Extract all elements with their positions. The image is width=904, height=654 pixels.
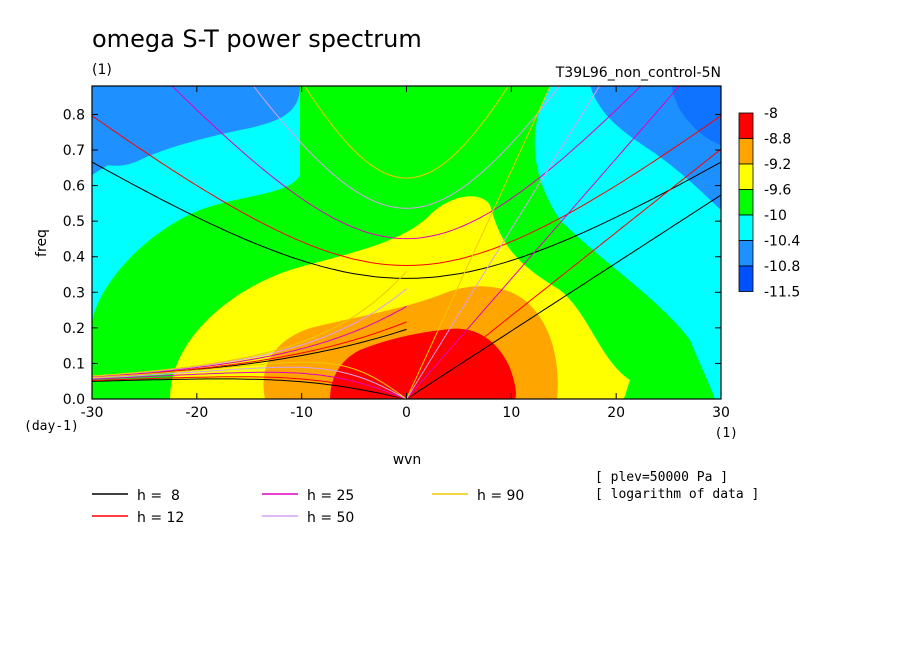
gravity-curve — [92, 161, 721, 279]
rossby-curve — [92, 366, 407, 399]
kelvin-curve — [406, 86, 681, 399]
x-tick-label: 30 — [712, 405, 730, 421]
x-axis-ticks: -30 -20 -10 0 10 20 30 — [81, 86, 730, 421]
colorbar-swatch — [738, 163, 754, 190]
rossby-curve — [92, 371, 407, 399]
rossby-curve — [92, 361, 407, 399]
x-axis-label: wvn — [393, 452, 422, 468]
chart-title: omega S-T power spectrum — [92, 25, 422, 53]
rossby-curve — [92, 376, 407, 399]
y-tick-label: 0.8 — [63, 107, 85, 123]
colorbar-label: -10.8 — [764, 259, 800, 275]
legend-label: h = 12 — [137, 510, 184, 526]
colorbar-label: -9.6 — [764, 183, 791, 199]
mrg-curve — [92, 321, 407, 378]
mrg-curve — [92, 271, 407, 377]
dispersion-curves — [92, 86, 721, 399]
x-tick-label: 0 — [402, 405, 411, 421]
colorbar-label: -11.5 — [764, 285, 800, 301]
y-tick-label: 0.6 — [63, 179, 85, 195]
colorbar-swatch — [738, 240, 754, 267]
colorbar-swatch — [738, 214, 754, 241]
level-band-blue-left — [92, 86, 300, 166]
x-tick-label: -30 — [81, 405, 104, 421]
y-tick-label: 0.3 — [63, 285, 85, 301]
colorbar-label: -8.8 — [764, 132, 791, 148]
mrg-curve — [92, 305, 407, 378]
chart-subtitle-right: T39L96_non_control-5N — [555, 65, 721, 81]
legend-label: h = 8 — [137, 488, 180, 504]
annotation-plev: [ plev=50000 Pa ] — [595, 470, 728, 485]
gravity-curve — [304, 86, 509, 179]
kelvin-curve — [406, 194, 721, 399]
colorbar-label: -10.4 — [764, 234, 800, 250]
legend-label: h = 50 — [307, 510, 354, 526]
kelvin-curve — [406, 148, 721, 399]
gravity-curve — [252, 86, 561, 209]
level-band-blue-right — [615, 86, 721, 185]
y-tick-label: 0.4 — [63, 250, 85, 266]
colorbar-label: -10 — [764, 208, 787, 224]
y-tick-label: 0.2 — [63, 321, 85, 337]
colorbar-swatch — [738, 138, 754, 165]
kelvin-curve — [406, 86, 601, 399]
gravity-curve — [92, 115, 721, 267]
y-unit-label: (day-1) — [24, 419, 79, 434]
x-unit-label: (1) — [715, 426, 738, 441]
colorbar: -8 -8.8 -9.2 -9.6 -10 -10.4 -10.8 -11.5 — [738, 106, 800, 301]
colorbar-swatch — [738, 189, 754, 216]
colorbar-label: -8 — [764, 106, 778, 122]
y-tick-label: 0.0 — [63, 392, 85, 408]
gravity-curve — [171, 86, 642, 240]
y-axis-label: freq — [34, 229, 50, 257]
x-tick-label: -20 — [185, 405, 208, 421]
y-tick-label: 0.5 — [63, 214, 85, 230]
colorbar-label: -9.2 — [764, 157, 791, 173]
legend-label: h = 90 — [477, 488, 524, 504]
x-tick-label: 20 — [607, 405, 625, 421]
x-tick-label: -10 — [290, 405, 313, 421]
chart-subtitle-left: (1) — [92, 62, 112, 78]
y-axis-ticks: 0.0 0.1 0.2 0.3 0.4 0.5 0.6 0.7 0.8 — [63, 107, 721, 408]
rossby-curve — [92, 378, 407, 399]
y-tick-label: 0.1 — [63, 356, 85, 372]
colorbar-swatch — [738, 112, 754, 139]
colorbar-swatch — [738, 265, 754, 292]
y-tick-label: 0.7 — [63, 143, 85, 159]
legend: h = 8 h = 12 h = 25 h = 50 h = 90 — [92, 488, 524, 526]
kelvin-curve — [406, 86, 551, 399]
legend-label: h = 25 — [307, 488, 354, 504]
annotation-logarithm: [ logarithm of data ] — [595, 487, 759, 502]
x-tick-label: 10 — [502, 405, 520, 421]
heatmap-field — [92, 86, 721, 399]
